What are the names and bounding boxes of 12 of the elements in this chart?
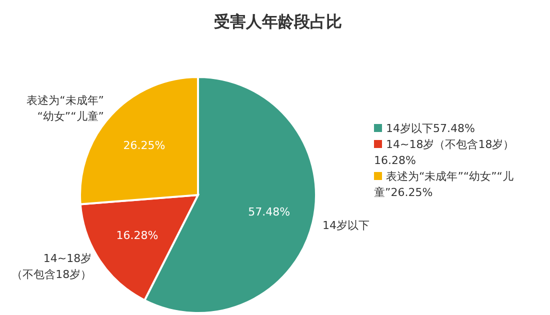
data-label: 26.25% [123,138,166,152]
slice-label: 表述为“未成年”“幼女”“儿童” [26,94,104,123]
text: 57.48% [433,122,475,134]
slice-label: 14~18岁（不包含18岁） [12,252,92,281]
text: 16.28% [374,154,416,166]
slice-label: 14岁以下 [322,218,370,232]
chart-title: 受害人年龄段占比 [213,12,343,33]
text: 26.25% [390,186,433,198]
legend-label: 14~18岁（不包含18岁） [386,138,514,150]
data-label: 16.28% [116,229,158,242]
legend-label: 14岁以下 [386,122,433,134]
data-label: 57.48% [248,206,290,219]
